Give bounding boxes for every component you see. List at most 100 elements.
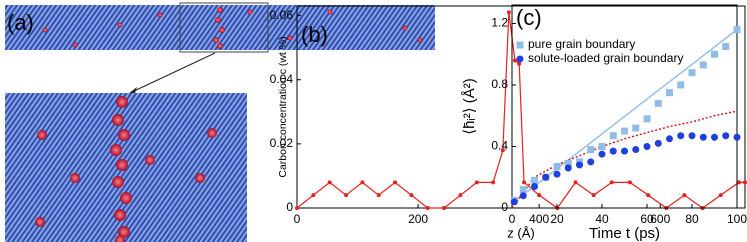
- data-point: [627, 180, 632, 185]
- data-point: [522, 180, 527, 185]
- data-point: [587, 158, 595, 166]
- data-point: [344, 193, 349, 198]
- data-point: [632, 124, 640, 132]
- data-point: [591, 193, 596, 198]
- data-point: [643, 142, 651, 150]
- data-point: [458, 193, 463, 198]
- data-point: [531, 176, 538, 184]
- zoom-box: [179, 2, 269, 53]
- data-point: [474, 180, 479, 185]
- data-point: [519, 192, 527, 200]
- data-point: [500, 148, 505, 153]
- y-tick-label: 0.06: [270, 8, 294, 22]
- panel-a: (a): [5, 2, 435, 242]
- data-point: [646, 193, 651, 198]
- data-point: [491, 180, 496, 185]
- data-point: [654, 139, 662, 147]
- data-point: [576, 161, 583, 169]
- x-tick-label: 80: [685, 212, 699, 226]
- data-point: [553, 162, 561, 170]
- legend-marker: [516, 55, 524, 63]
- plot-frame: [511, 4, 738, 209]
- legend-label: solute-loaded grain boundary: [528, 51, 683, 65]
- y-tick-label: 0.02: [270, 136, 294, 150]
- x-tick-label: 0: [509, 212, 516, 226]
- data-point: [722, 43, 730, 51]
- data-point: [409, 193, 414, 198]
- x-tick-label: 60: [640, 212, 654, 226]
- x-tick-label: 0: [294, 212, 301, 226]
- data-point: [677, 132, 685, 140]
- data-point: [519, 186, 527, 194]
- data-point: [621, 127, 628, 135]
- data-point: [722, 132, 730, 140]
- x-tick-label: 600: [650, 212, 670, 226]
- y-tick-label: 1.2: [491, 16, 508, 30]
- data-point: [733, 133, 741, 141]
- data-point: [736, 180, 741, 185]
- panel-label: (b): [301, 22, 328, 47]
- panel-label: (a): [7, 10, 34, 35]
- data-point: [442, 206, 447, 210]
- data-point: [688, 132, 696, 140]
- data-point: [609, 132, 617, 140]
- x-axis-label: z (Å): [507, 225, 534, 240]
- data-point: [666, 135, 673, 143]
- data-point: [531, 182, 538, 190]
- x-tick-label: 100: [727, 212, 747, 226]
- y-axis-label: ⟨h̄ᵢ²⟩ (Å²): [461, 78, 478, 135]
- data-point: [564, 164, 572, 172]
- y-tick-label: 0.04: [270, 72, 294, 86]
- data-point: [393, 180, 398, 185]
- data-point: [425, 206, 430, 210]
- data-point: [711, 50, 718, 58]
- data-point: [699, 61, 707, 69]
- data-point: [573, 180, 578, 185]
- x-axis-label: Time t (ps): [589, 225, 660, 242]
- data-point: [643, 115, 651, 123]
- data-point: [621, 147, 628, 155]
- data-point: [688, 69, 696, 77]
- arrow-head: [128, 87, 137, 94]
- data-point: [506, 10, 511, 15]
- data-point: [598, 150, 606, 158]
- data-point: [517, 61, 522, 66]
- data-point: [295, 206, 299, 210]
- data-point: [376, 193, 381, 198]
- data-point: [553, 170, 561, 178]
- x-tick-label: 40: [595, 212, 609, 226]
- data-point: [542, 173, 550, 181]
- data-point: [733, 26, 741, 34]
- y-tick-label: 0.8: [491, 77, 508, 91]
- data-point: [510, 198, 518, 206]
- y-tick-label: 0: [286, 200, 293, 214]
- zoom-arrow: [131, 52, 216, 93]
- y-tick-label: 0.4: [491, 139, 508, 153]
- fit-line: [511, 29, 738, 204]
- legend-label: pure grain boundary: [528, 37, 635, 51]
- data-point: [598, 142, 606, 150]
- data-point: [654, 99, 662, 107]
- data-point: [632, 146, 640, 154]
- data-point: [311, 193, 316, 198]
- fit-line: [511, 110, 738, 209]
- y-tick-label: 0: [501, 200, 508, 214]
- x-tick-label: 400: [529, 212, 549, 226]
- data-point: [360, 180, 365, 185]
- data-point: [609, 180, 614, 185]
- data-point: [677, 81, 685, 89]
- panel-label: (c): [516, 5, 542, 30]
- solute-atoms: [35, 7, 423, 242]
- x-tick-label: 20: [550, 212, 564, 226]
- y-axis-label: Carbon concentration c (wt %): [277, 36, 289, 177]
- data-point: [587, 146, 595, 154]
- legend-marker: [516, 41, 524, 49]
- data-point: [327, 180, 332, 185]
- x-tick-label: 200: [408, 212, 428, 226]
- data-point: [564, 159, 572, 167]
- data-point: [512, 58, 517, 63]
- data-point: [666, 89, 673, 97]
- data-point: [743, 180, 747, 185]
- data-point: [537, 193, 542, 198]
